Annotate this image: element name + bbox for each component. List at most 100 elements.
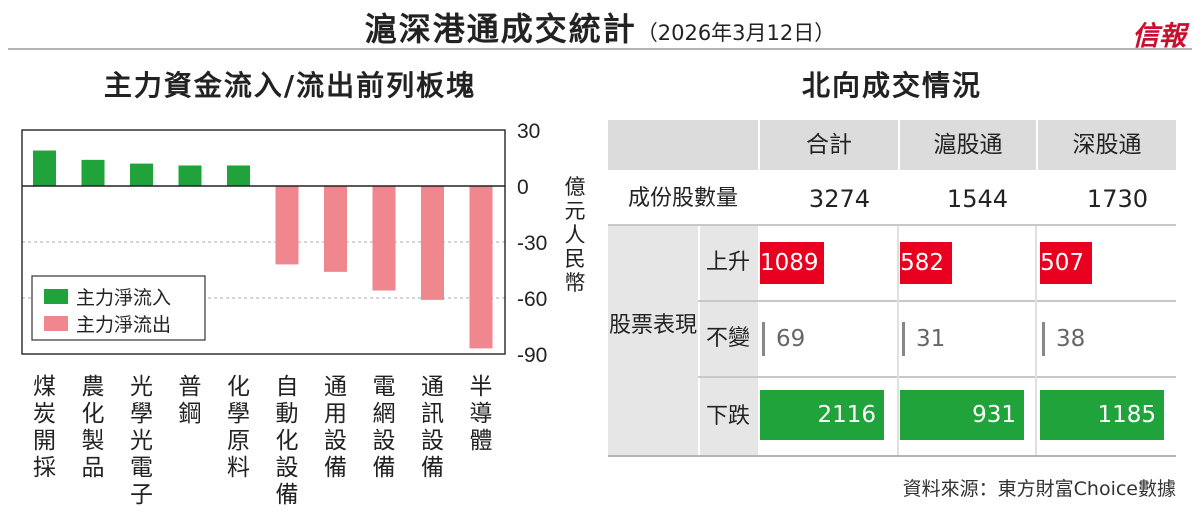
bar-8 xyxy=(372,186,396,291)
category-label-char: 採 xyxy=(33,455,56,481)
category-label-char: 料 xyxy=(227,455,250,481)
category-label-char: 原 xyxy=(227,428,250,454)
unchanged-shenzhen-value: 38 xyxy=(1056,326,1086,352)
bar-9 xyxy=(421,186,444,300)
category-label-char: 光 xyxy=(130,428,153,454)
category-label-char: 自 xyxy=(276,374,299,400)
category-label-char: 普 xyxy=(179,374,202,400)
constituents-total: 3274 xyxy=(808,185,870,213)
y-tick-label: -60 xyxy=(517,288,547,311)
col-divider xyxy=(1035,226,1037,455)
subrow-label-column xyxy=(698,226,758,455)
bar-5 xyxy=(227,165,250,186)
category-label-char: 電 xyxy=(130,455,153,481)
legend-label-inflow: 主力淨流入 xyxy=(76,287,171,309)
row-divider xyxy=(698,376,1176,378)
category-label-char: 光 xyxy=(130,374,153,400)
category-label-char: 通 xyxy=(324,374,347,400)
unchanged-shanghai-value: 31 xyxy=(916,326,946,352)
legend-swatch-outflow xyxy=(44,316,68,331)
category-label-char: 設 xyxy=(276,455,299,481)
category-label-char: 體 xyxy=(470,428,493,454)
col-header-shenzhen: 深股通 xyxy=(1036,120,1176,170)
down-shanghai-bar: 931 xyxy=(900,390,1024,440)
category-label-char: 電 xyxy=(373,374,396,400)
col-header-total: 合計 xyxy=(758,120,898,170)
category-label-char: 化 xyxy=(276,428,299,454)
bar-3 xyxy=(130,163,153,186)
y-tick-label: 0 xyxy=(517,176,529,199)
y-axis-label-char: 幣 xyxy=(565,271,586,295)
category-label-char: 備 xyxy=(421,455,444,481)
category-label-char: 備 xyxy=(324,455,347,481)
up-shanghai-bar: 582 xyxy=(900,242,952,284)
category-label-char: 化 xyxy=(82,401,105,427)
bar-1 xyxy=(33,150,56,186)
category-label-char: 學 xyxy=(130,401,153,427)
unchanged-shanghai-bar xyxy=(902,322,905,356)
y-tick-label: -30 xyxy=(517,232,547,255)
category-label-char: 品 xyxy=(82,455,105,481)
col-header-shanghai: 滬股通 xyxy=(898,120,1036,170)
main-title-date: （2026年3月12日） xyxy=(636,21,836,45)
bar-6 xyxy=(275,186,299,265)
category-label-char: 子 xyxy=(130,482,153,508)
unchanged-shenzhen-bar xyxy=(1042,322,1045,356)
category-label-char: 動 xyxy=(276,401,299,427)
up-shenzhen-bar: 507 xyxy=(1040,242,1092,284)
down-shenzhen-bar: 1185 xyxy=(1040,390,1164,440)
category-label-char: 農 xyxy=(82,374,105,400)
publisher-logo: 信報 xyxy=(1132,21,1186,52)
table-bottom-rule xyxy=(608,455,1176,457)
row-label-unchanged: 不變 xyxy=(705,326,750,351)
source-note: 資料來源：東方財富Choice數據 xyxy=(902,478,1176,500)
group-cell xyxy=(608,226,698,455)
row-label-constituents: 成份股數量 xyxy=(627,186,738,211)
title-divider xyxy=(8,48,1192,50)
bar-4 xyxy=(178,165,202,186)
category-label-char: 煤 xyxy=(33,374,56,400)
y-axis-label-char: 民 xyxy=(565,247,586,271)
category-label-char: 用 xyxy=(324,401,347,427)
category-label-char: 半 xyxy=(470,374,493,400)
col-divider xyxy=(897,226,899,455)
unchanged-total-bar xyxy=(762,322,765,356)
y-axis-label-char: 億 xyxy=(565,175,586,199)
y-tick-label: -90 xyxy=(517,344,547,367)
table-corner xyxy=(608,120,758,170)
category-label-char: 化 xyxy=(227,374,250,400)
category-label-char: 備 xyxy=(276,482,299,508)
legend-label-outflow: 主力淨流出 xyxy=(76,314,171,336)
category-label-char: 設 xyxy=(324,428,347,454)
category-label-char: 製 xyxy=(82,428,105,454)
constituents-shanghai: 1544 xyxy=(946,185,1008,213)
main-title: 滬深港通成交統計（2026年3月12日） xyxy=(0,4,1200,50)
up-total-bar: 1089 xyxy=(760,242,824,284)
bar-7 xyxy=(324,186,347,272)
category-label-char: 網 xyxy=(373,401,396,427)
northbound-stats-table: 合計 滬股通 深股通 成份股數量 3274 1544 1730 股票表現 上升 … xyxy=(608,120,1176,457)
constituents-shenzhen: 1730 xyxy=(1086,185,1148,213)
row-divider xyxy=(698,300,1176,302)
category-label-char: 設 xyxy=(421,428,444,454)
category-label-char: 開 xyxy=(33,428,56,454)
legend-swatch-inflow xyxy=(44,289,68,304)
bar-2 xyxy=(81,159,105,186)
unchanged-total-value: 69 xyxy=(776,326,806,352)
table-title: 北向成交情況 xyxy=(801,69,982,102)
row-label-down: 下跌 xyxy=(705,404,750,429)
category-label-char: 設 xyxy=(373,428,396,454)
y-axis-label-char: 元 xyxy=(565,199,586,223)
category-label-char: 訊 xyxy=(421,401,444,427)
sector-flow-chart: 300-30-60-90億元人民幣煤炭開採農化製品光學光電子普鋼化學原料自動化設… xyxy=(21,120,586,508)
category-label-char: 鋼 xyxy=(179,401,202,427)
y-axis-label-char: 人 xyxy=(565,223,586,247)
down-total-bar: 2116 xyxy=(760,390,884,440)
main-title-text: 滬深港通成交統計 xyxy=(364,10,637,48)
chart-title: 主力資金流入/流出前列板塊 xyxy=(103,69,477,102)
category-label-char: 導 xyxy=(470,401,493,427)
row-label-up: 上升 xyxy=(705,250,750,275)
bar-10 xyxy=(469,186,493,349)
category-label-char: 學 xyxy=(227,401,250,427)
